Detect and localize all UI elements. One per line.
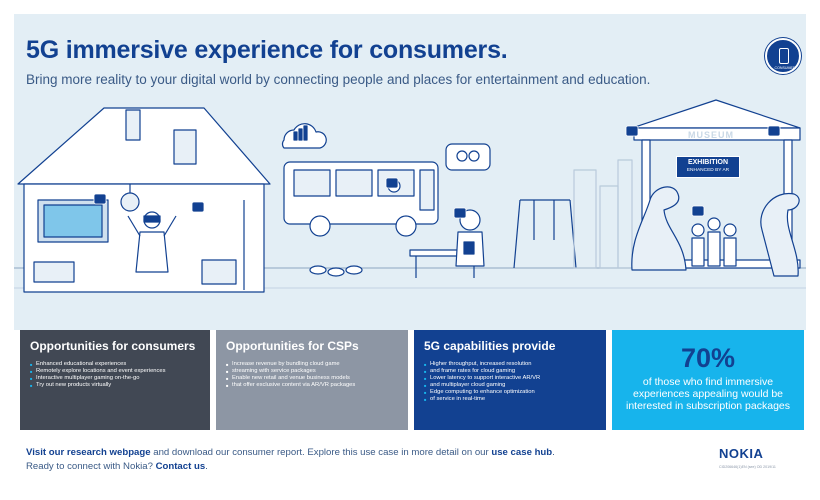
footer-text: . [205,461,208,472]
family-figures [691,217,737,267]
bullet-list: Higher throughput, increased resolution … [424,361,596,403]
ar-glasses-bubble-icon [445,143,491,171]
research-webpage-link[interactable]: Visit our research webpage [26,447,151,458]
exhibition-sign: EXHIBITION ENHANCED BY AR [676,156,740,178]
list-item: that offer exclusive content via AR/VR p… [226,382,398,389]
exhibition-subtitle: ENHANCED BY AR [686,168,730,173]
cloud-signal-icon [281,123,327,149]
consumer-phone-icon: CONSUMER [765,38,801,74]
list-item: Enable new retail and venue business mod… [226,375,398,382]
footer-line-2: Ready to connect with Nokia? Contact us. [26,460,626,474]
page-title: 5G immersive experience for consumers. [26,36,508,64]
box-title: Opportunities for consumers [30,339,196,353]
house-icon [17,107,271,293]
list-item: of service in real-time [424,396,596,403]
nokia-logo: NOKIA [719,446,764,461]
5g-capabilities-box: 5G capabilities provide Higher throughpu… [414,330,606,430]
csp-opportunities-box: Opportunities for CSPs Increase revenue … [216,330,408,430]
statistic-value: 70% [680,343,736,373]
use-case-hub-link[interactable]: use case hub [491,447,553,458]
bus-icon [283,161,439,237]
list-item: Interactive multiplayer gaming on-the-go [30,375,200,382]
page-subtitle: Bring more reality to your digital world… [26,72,651,87]
statistic-text: of those who find immersive experiences … [625,376,790,412]
list-item: Enhanced educational experiences [30,361,200,368]
list-item: Remotely explore locations and event exp… [30,368,200,375]
list-item: Lower latency to support interactive AR/… [424,375,596,382]
museum-label: MUSEUM [688,130,734,140]
footer: Visit our research webpage and download … [26,446,626,474]
park-bench-figure [409,209,485,278]
list-item: Increase revenue by bundling cloud game [226,361,398,368]
city-skyline [573,159,633,269]
list-item: and frame rates for cloud gaming [424,368,596,375]
consumer-opportunities-box: Opportunities for consumers Enhanced edu… [20,330,210,430]
vr-user-figure [127,211,177,273]
list-item: and multiplayer cloud gaming [424,382,596,389]
badge-label: CONSUMER [774,66,796,70]
dinosaur-figure [631,186,800,277]
signal-icons [93,125,781,219]
list-item: Try out new products virtually [30,382,200,389]
list-item: Edge computing to enhance optimization [424,389,596,396]
bullet-list: Enhanced educational experiences Remotel… [30,361,200,389]
box-title: 5G capabilities provide [424,339,556,353]
list-item: Higher throughput, increased resolution [424,361,596,368]
bullet-list: Increase revenue by bundling cloud game … [226,361,398,389]
footer-text: Ready to connect with Nokia? [26,461,156,472]
footer-text: and download our consumer report. Explor… [150,447,492,458]
ducks-icon [309,265,363,277]
exhibition-title: EXHIBITION [687,159,729,166]
info-boxes: Opportunities for consumers Enhanced edu… [14,330,806,430]
contact-us-link[interactable]: Contact us [155,461,206,472]
statistic-box: 70% of those who find immersive experien… [612,330,804,430]
box-title: Opportunities for CSPs [226,339,359,353]
consumer-scene-illustration [14,99,806,293]
document-reference: CID206646(1)EN (see) OD 2019/11 [719,465,776,469]
playground-swings [513,199,577,269]
footer-text: . [552,447,555,458]
list-item: streaming with service packages [226,368,398,375]
footer-line-1: Visit our research webpage and download … [26,446,626,460]
